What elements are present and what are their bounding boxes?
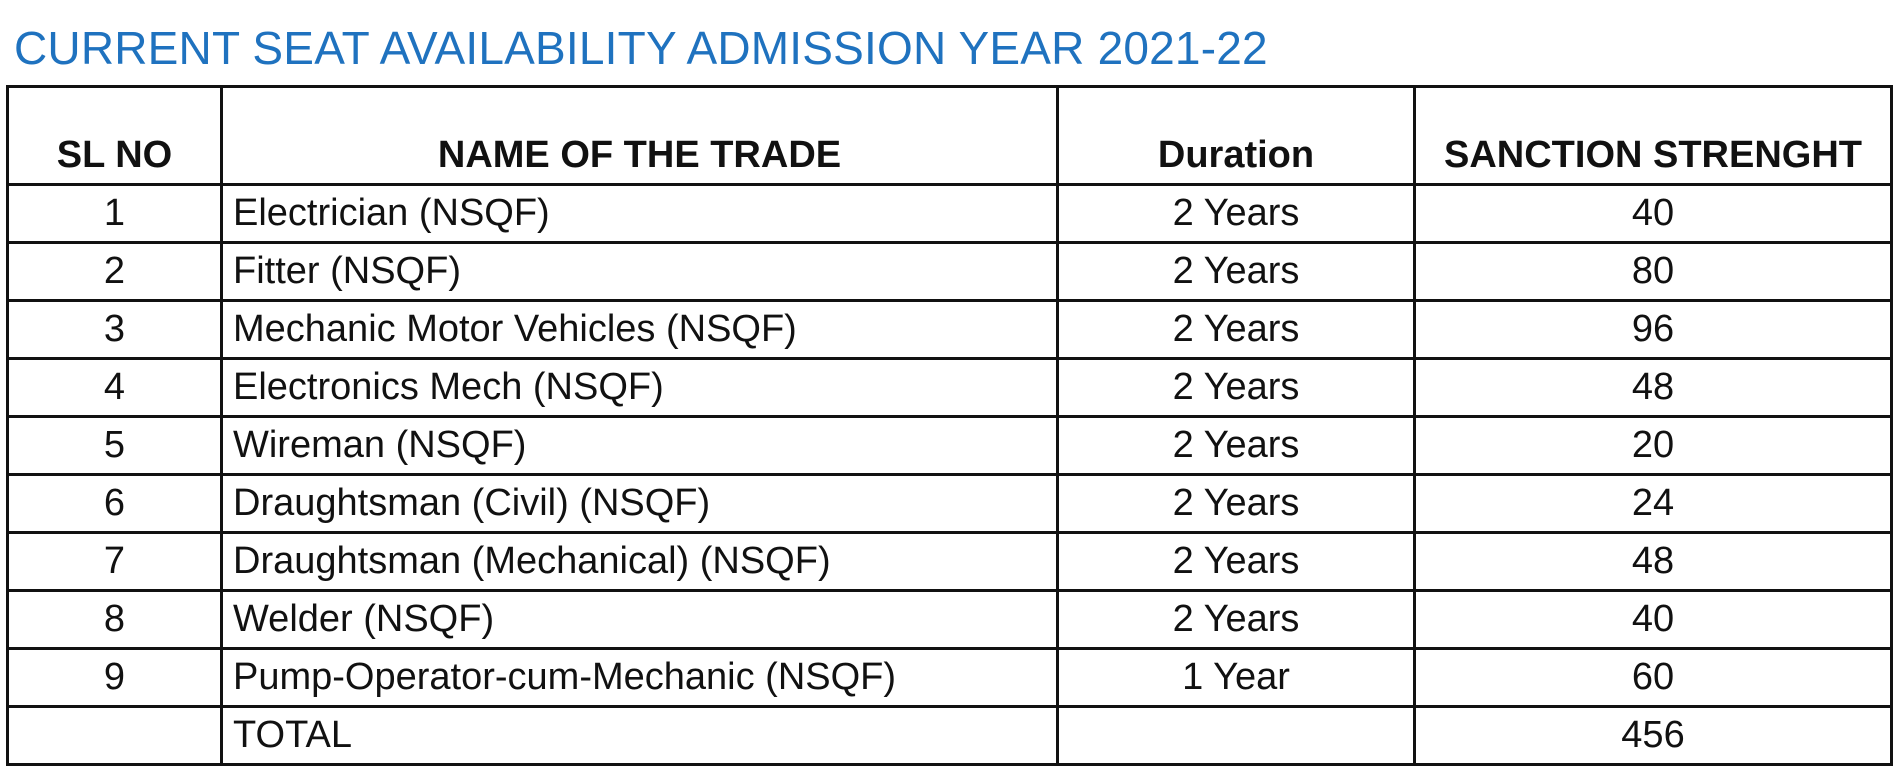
table-row: 5 Wireman (NSQF) 2 Years 20 <box>6 415 1893 476</box>
strength-cell: 60 <box>1413 647 1893 708</box>
trade-cell: Pump-Operator-cum-Mechanic (NSQF) <box>220 647 1059 708</box>
trade-cell: Welder (NSQF) <box>220 589 1059 650</box>
sl-no-cell: 2 <box>6 241 223 302</box>
table-header-row: SL NO NAME OF THE TRADE Duration SANCTIO… <box>6 85 1893 186</box>
strength-cell: 48 <box>1413 357 1893 418</box>
table-row: 2 Fitter (NSQF) 2 Years 80 <box>6 241 1893 302</box>
trade-cell: Electronics Mech (NSQF) <box>220 357 1059 418</box>
trade-cell: Draughtsman (Mechanical) (NSQF) <box>220 531 1059 592</box>
duration-cell: 2 Years <box>1056 357 1416 418</box>
duration-cell: 2 Years <box>1056 183 1416 244</box>
table-row: 9 Pump-Operator-cum-Mechanic (NSQF) 1 Ye… <box>6 647 1893 708</box>
table-row: 7 Draughtsman (Mechanical) (NSQF) 2 Year… <box>6 531 1893 592</box>
header-sl-no: SL NO <box>6 85 223 186</box>
duration-cell: 2 Years <box>1056 589 1416 650</box>
sl-no-cell: 5 <box>6 415 223 476</box>
sl-no-cell: 4 <box>6 357 223 418</box>
page-title: CURRENT SEAT AVAILABILITY ADMISSION YEAR… <box>14 22 1268 74</box>
duration-cell: 2 Years <box>1056 531 1416 592</box>
sl-no-cell: 3 <box>6 299 223 360</box>
trade-cell: Electrician (NSQF) <box>220 183 1059 244</box>
total-strength: 456 <box>1413 705 1893 766</box>
duration-cell: 2 Years <box>1056 415 1416 476</box>
sl-no-cell: 6 <box>6 473 223 534</box>
strength-cell: 40 <box>1413 589 1893 650</box>
total-row: TOTAL 456 <box>6 705 1893 766</box>
table-row: 4 Electronics Mech (NSQF) 2 Years 48 <box>6 357 1893 418</box>
header-sanction-strength: SANCTION STRENGHT <box>1413 85 1893 186</box>
duration-cell: 1 Year <box>1056 647 1416 708</box>
duration-cell: 2 Years <box>1056 241 1416 302</box>
duration-cell: 2 Years <box>1056 473 1416 534</box>
total-duration-cell <box>1056 705 1416 766</box>
sl-no-cell: 9 <box>6 647 223 708</box>
trade-cell: Wireman (NSQF) <box>220 415 1059 476</box>
table-row: 1 Electrician (NSQF) 2 Years 40 <box>6 183 1893 244</box>
duration-cell: 2 Years <box>1056 299 1416 360</box>
strength-cell: 96 <box>1413 299 1893 360</box>
total-label: TOTAL <box>220 705 1059 766</box>
seat-availability-table: SL NO NAME OF THE TRADE Duration SANCTIO… <box>6 85 1893 766</box>
total-sl-no-cell <box>6 705 223 766</box>
strength-cell: 80 <box>1413 241 1893 302</box>
strength-cell: 48 <box>1413 531 1893 592</box>
sl-no-cell: 7 <box>6 531 223 592</box>
table-row: 8 Welder (NSQF) 2 Years 40 <box>6 589 1893 650</box>
strength-cell: 24 <box>1413 473 1893 534</box>
trade-cell: Fitter (NSQF) <box>220 241 1059 302</box>
table-row: 6 Draughtsman (Civil) (NSQF) 2 Years 24 <box>6 473 1893 534</box>
strength-cell: 40 <box>1413 183 1893 244</box>
header-duration: Duration <box>1056 85 1416 186</box>
sl-no-cell: 1 <box>6 183 223 244</box>
header-trade-name: NAME OF THE TRADE <box>220 85 1059 186</box>
trade-cell: Draughtsman (Civil) (NSQF) <box>220 473 1059 534</box>
sl-no-cell: 8 <box>6 589 223 650</box>
table-row: 3 Mechanic Motor Vehicles (NSQF) 2 Years… <box>6 299 1893 360</box>
trade-cell: Mechanic Motor Vehicles (NSQF) <box>220 299 1059 360</box>
strength-cell: 20 <box>1413 415 1893 476</box>
